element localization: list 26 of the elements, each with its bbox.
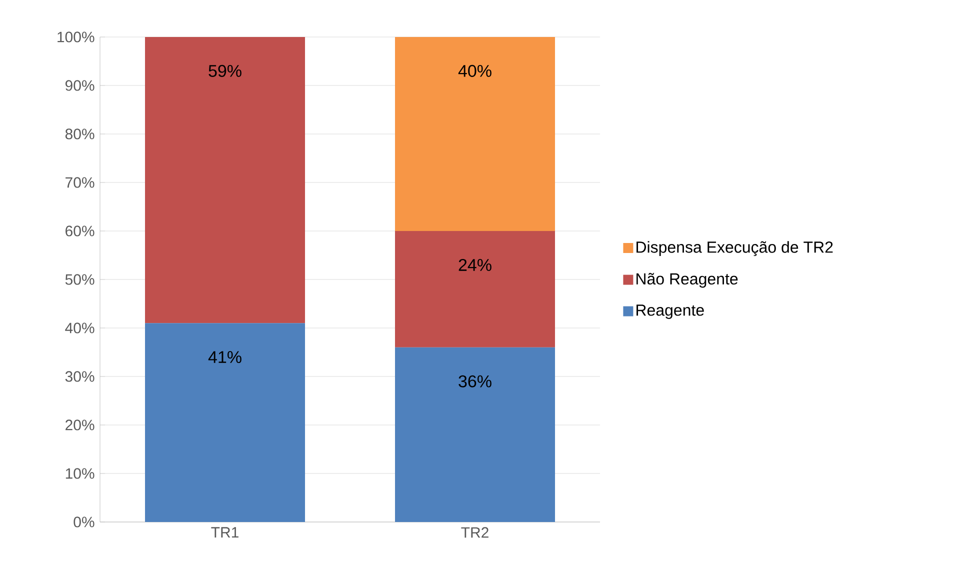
y-tick-label: 20% — [66, 420, 94, 430]
bar — [145, 323, 306, 522]
y-tick-label: 80% — [65, 128, 94, 140]
y-tick-label: 30% — [65, 371, 94, 382]
y-tick-label: 90% — [65, 80, 94, 91]
x-tick-label: TR1 — [211, 527, 238, 538]
bar — [395, 230, 556, 348]
data-label: 40% — [458, 64, 492, 77]
bar — [145, 36, 306, 324]
legend-label: Reagente — [636, 304, 704, 319]
data-label: 41% — [208, 351, 242, 364]
bar — [395, 347, 556, 522]
y-tick-label: 10% — [66, 468, 94, 479]
y-tick-label: 60% — [66, 226, 94, 236]
y-tick-label: 50% — [65, 274, 94, 285]
y-tick-label: 70% — [66, 177, 94, 188]
data-label: 59% — [208, 64, 242, 77]
data-label: 24% — [458, 258, 492, 271]
y-tick-label: 0% — [74, 516, 94, 528]
y-tick-label: 100% — [58, 32, 94, 42]
data-label: 36% — [458, 375, 492, 388]
x-tick-label: TR2 — [461, 527, 488, 538]
legend-label: Dispensa Execução de TR2 — [636, 241, 833, 256]
y-tick-label: 40% — [65, 322, 94, 334]
bar — [395, 36, 556, 231]
legend-label: Não Reagente — [636, 272, 738, 288]
